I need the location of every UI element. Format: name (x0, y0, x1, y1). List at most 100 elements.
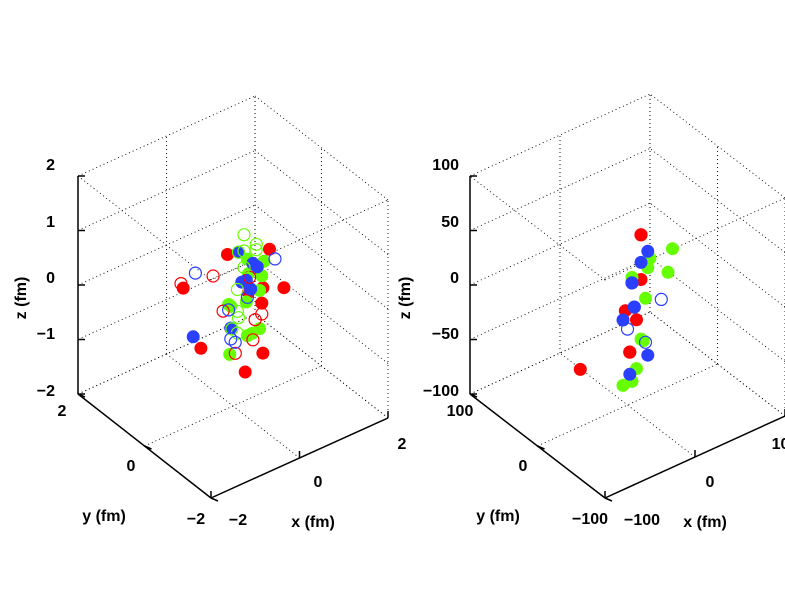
grid-line (469, 93, 651, 177)
open-red-point (248, 313, 262, 327)
filled-blue-point (641, 244, 655, 258)
grid-line (469, 257, 651, 340)
x-tick-label: 0 (314, 474, 323, 491)
x-tick-label: 2 (398, 436, 407, 453)
grid-line (254, 95, 389, 201)
y-tick-mark (537, 445, 545, 450)
filled-red-point (255, 296, 269, 310)
grid-line (649, 311, 785, 417)
filled-blue-point (186, 330, 200, 344)
open-blue-point (240, 290, 254, 304)
open-green-point (231, 245, 246, 259)
x-tick-label: 0 (706, 474, 715, 491)
grid-line (254, 204, 389, 310)
z-tick-label: 0 (450, 270, 459, 287)
x-axis-label: x (fm) (291, 514, 335, 531)
scatter3d-panel-right: −100 0 100 −100 0 100 −100 −50 0 50 100 … (397, 93, 785, 531)
tick-labels: −2 0 2 −2 0 2 −2 −1 0 1 2 (37, 157, 407, 529)
open-blue-point (222, 303, 236, 317)
y-tick-mark (604, 497, 613, 502)
grid-line (469, 202, 651, 286)
open-blue-point (654, 292, 668, 306)
grid-line (537, 363, 718, 447)
grid-line (254, 259, 389, 364)
open-green-point (230, 282, 244, 297)
open-red-point (206, 269, 220, 283)
filled-red-point (573, 362, 587, 376)
box-edge (77, 175, 212, 281)
z-tick-label: −1 (37, 326, 55, 343)
grid-lines (77, 95, 389, 499)
z-tick-label: 1 (46, 214, 55, 231)
open-red-point (623, 345, 637, 359)
scatter3d-panel-left: −2 0 2 −2 0 2 −2 −1 0 1 2 x (fm) y (fm) … (13, 95, 407, 531)
filled-red-point (256, 346, 270, 360)
tick-labels: −100 0 100 −100 0 100 −100 −50 0 50 100 (423, 157, 785, 529)
grid-line (649, 148, 785, 253)
open-blue-point (188, 266, 202, 280)
x-tick-label: −2 (229, 512, 247, 529)
filled-green-point (639, 291, 652, 305)
open-green-point (237, 260, 251, 274)
z-axis-label: z (fm) (397, 277, 414, 320)
open-blue-point (625, 276, 639, 290)
filled-red-point (263, 242, 276, 256)
grid-line (77, 259, 256, 340)
grid-line (77, 313, 256, 395)
z-axis-label: z (fm) (13, 277, 30, 320)
box-edge (469, 175, 606, 281)
grid-line (649, 93, 785, 199)
filled-red-point (176, 281, 190, 295)
grid-line (469, 148, 651, 231)
axis-labels: x (fm) y (fm) z (fm) (397, 277, 727, 531)
grid-line (649, 202, 785, 308)
axis-lines (77, 175, 389, 502)
grid-line (254, 150, 389, 255)
filled-blue-point (627, 300, 641, 314)
grid-lines (469, 93, 785, 499)
open-red-point (246, 333, 260, 347)
box-edge (210, 199, 389, 281)
filled-red-point (238, 365, 252, 379)
open-red-point (174, 277, 188, 291)
box-edge (604, 197, 785, 281)
open-blue-point (224, 332, 238, 346)
y-tick-label: 0 (127, 458, 136, 475)
y-tick-mark (210, 497, 219, 502)
open-red-point (228, 346, 242, 360)
axis-labels: x (fm) y (fm) z (fm) (13, 277, 335, 531)
filled-red-point (221, 248, 234, 261)
y-tick-label: 2 (58, 403, 67, 420)
y-tick-label: −2 (187, 511, 205, 528)
filled-blue-point (244, 282, 258, 296)
z-tick-label: −50 (432, 326, 459, 343)
open-blue-point (268, 252, 282, 266)
open-green-point (237, 244, 251, 258)
filled-green-point (239, 295, 253, 309)
z-tick-label: 2 (46, 157, 55, 174)
filled-red-point (630, 313, 643, 327)
grid-line (254, 313, 389, 419)
z-tick-label: −100 (423, 383, 459, 400)
open-blue-point (627, 300, 641, 314)
open-green-point (230, 304, 244, 318)
z-tick-label: 100 (432, 157, 459, 174)
data-points (174, 228, 291, 379)
axis-lines (469, 175, 785, 502)
grid-line (649, 257, 785, 362)
filled-green-point (661, 265, 675, 279)
grid-line (144, 365, 322, 447)
filled-red-point (623, 345, 637, 359)
open-blue-point (620, 322, 635, 336)
filled-red-point (634, 228, 648, 242)
open-green-point (231, 311, 246, 325)
y-tick-label: −100 (572, 511, 608, 528)
open-green-point (237, 228, 251, 242)
y-axis-label: y (fm) (476, 508, 520, 525)
open-blue-point (638, 335, 653, 349)
z-tick-label: 50 (441, 214, 459, 231)
filled-blue-point (235, 275, 249, 289)
y-tick-label: 0 (519, 458, 528, 475)
filled-blue-point (623, 367, 637, 381)
